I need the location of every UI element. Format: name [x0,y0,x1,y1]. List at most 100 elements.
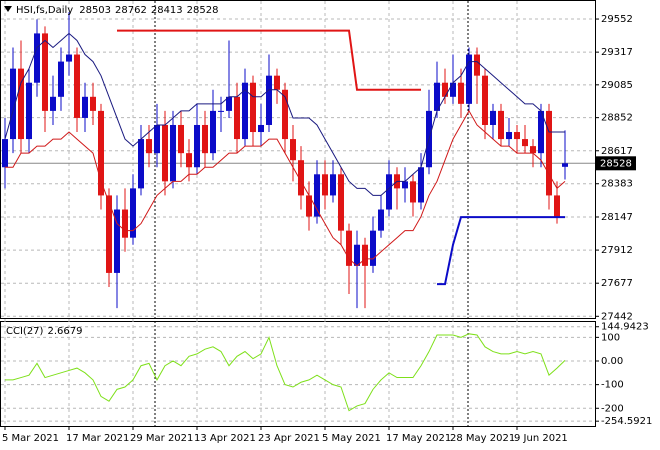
y-tick-label: -100 [601,380,624,391]
y-tick-label: 27677 [601,278,633,289]
candle-body [474,54,480,76]
candle-body [2,139,8,168]
y-tick-label: 144.9423 [601,322,649,333]
y-tick-label: 100 [601,332,620,343]
last-open: 28503 [79,5,111,16]
candle-body [370,230,376,266]
candle-body [90,96,96,111]
candle-body [386,174,392,210]
x-tick-label: 17 May 2021 [386,433,451,444]
candle-body [162,124,168,182]
y-tick-label: -254.5921 [601,416,652,427]
candle-body [282,89,288,140]
current-price-box [596,156,636,171]
series-line [4,32,565,196]
candle-body [402,181,408,189]
candle-body [26,82,32,140]
candle-body [562,163,568,167]
cci-last: 2.6679 [47,326,82,337]
candle-body [234,96,240,140]
candle-body [266,75,272,125]
y-tick-label: 28147 [601,212,633,223]
candle-body [82,96,88,118]
candle-body [354,244,360,266]
series-line [117,29,421,91]
x-tick-label: 9 Jun 2021 [514,433,568,444]
current-price-label: 28528 [600,158,632,169]
candle-body [74,54,80,118]
candle-body [194,124,200,168]
candle-body [274,75,280,90]
candle-body [498,110,504,140]
candle-body [226,96,232,111]
y-tick-label: 28383 [601,179,633,190]
y-tick-label: 28852 [601,113,633,124]
candle-body [434,82,440,111]
candle-body [306,195,312,217]
candle-body [34,33,40,83]
x-tick-label: 17 Mar 2021 [66,433,129,444]
candle-body [514,132,520,140]
y-tick-label: 27912 [601,245,633,256]
x-tick-label: 29 Mar 2021 [130,433,193,444]
x-tick-label: 28 May 2021 [450,433,515,444]
y-tick-label: 29317 [601,47,633,58]
candle-body [138,139,144,189]
y-tick-label: 29085 [601,80,633,91]
series-line [5,333,566,412]
y-tick-label: 0.00 [601,356,623,367]
candle-body [522,139,528,147]
last-close: 28528 [187,5,219,16]
candle-body [242,82,248,140]
candle-body [122,209,128,238]
candle-body [330,174,336,196]
price-title: HSI,fs,Daily 28503 28762 28413 28528 [16,5,218,16]
price-frame [0,0,596,319]
candle-body [106,195,112,273]
candle-body [346,230,352,266]
cci-name: CCI(27) [6,326,44,337]
candle-body [538,110,544,154]
candle-body [258,124,264,133]
y-tick-label: 27442 [601,311,633,322]
candle-body [506,132,512,140]
y-tick-label: 29552 [601,14,633,25]
candle-body [554,195,560,217]
candle-body [322,174,328,196]
candle-body [178,124,184,154]
candle-body [58,61,64,97]
candle-body [290,139,296,161]
cci-frame [0,321,596,427]
candle-body [482,75,488,125]
candle-body [186,153,192,168]
candle-body [10,68,16,140]
candle-body [18,68,24,140]
last-high: 28762 [115,5,147,16]
x-tick-label: 5 Mar 2021 [2,433,59,444]
candle-body [378,209,384,231]
y-tick-label: 28617 [601,146,633,157]
last-low: 28413 [151,5,183,16]
symbol-marker [4,6,12,12]
candle-body [170,124,176,182]
candle-body [442,82,448,97]
x-tick-label: 5 May 2021 [322,433,381,444]
candle-body [98,110,104,196]
candle-body [130,188,136,238]
candle-body [338,174,344,231]
candle-body [42,33,48,111]
candle-body [154,124,160,154]
series-line [437,216,565,286]
candle-body [530,146,536,154]
candle-body [362,244,368,266]
candle-body [450,82,456,97]
candle-body [146,139,152,154]
candle-body [250,82,256,133]
candle-body [298,160,304,196]
cci-title: CCI(27) 2.6679 [6,326,82,337]
candle-body [410,181,416,203]
candle-body [466,54,472,104]
candle-body [490,110,496,125]
candle-body [210,110,216,154]
